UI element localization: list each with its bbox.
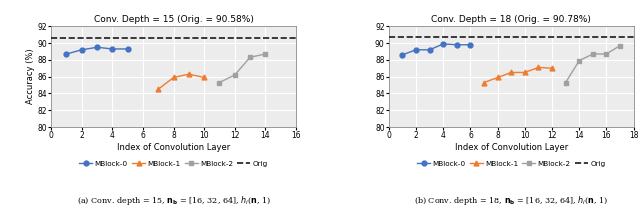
Legend: MBlock-0, MBlock-1, MBlock-2, Orig: MBlock-0, MBlock-1, MBlock-2, Orig xyxy=(417,161,605,167)
Y-axis label: Accuracy (%): Accuracy (%) xyxy=(26,49,35,104)
X-axis label: Index of Convolution Layer: Index of Convolution Layer xyxy=(117,143,230,152)
X-axis label: Index of Convolution Layer: Index of Convolution Layer xyxy=(454,143,568,152)
Text: (b) Conv. depth = 18, $\mathbf{n_{b}}$ = [16, 32, 64], $h_i$($\mathbf{n}$, 1): (b) Conv. depth = 18, $\mathbf{n_{b}}$ =… xyxy=(414,194,609,207)
Legend: MBlock-0, MBlock-1, MBlock-2, Orig: MBlock-0, MBlock-1, MBlock-2, Orig xyxy=(79,161,268,167)
Title: Conv. Depth = 18 (Orig. = 90.78%): Conv. Depth = 18 (Orig. = 90.78%) xyxy=(431,15,591,24)
Title: Conv. Depth = 15 (Orig. = 90.58%): Conv. Depth = 15 (Orig. = 90.58%) xyxy=(93,15,253,24)
Text: (a) Conv. depth = 15, $\mathbf{n_{b}}$ = [16, 32, 64], $h_i$($\mathbf{n}$, 1): (a) Conv. depth = 15, $\mathbf{n_{b}}$ =… xyxy=(77,194,271,207)
